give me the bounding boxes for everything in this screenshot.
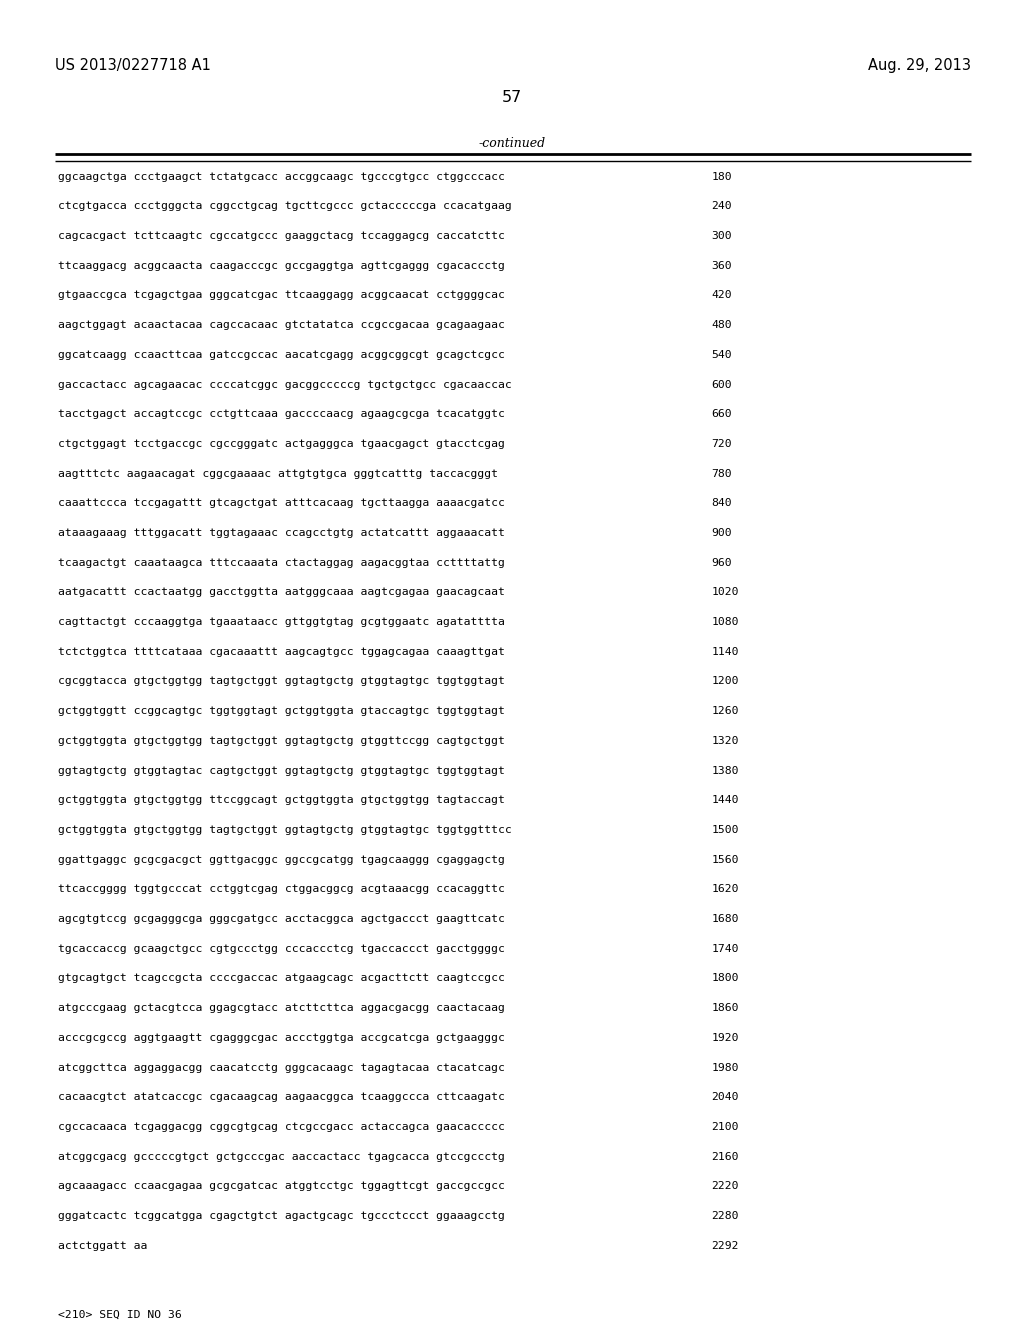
Text: 1920: 1920 bbox=[712, 1032, 739, 1043]
Text: atgcccgaag gctacgtcca ggagcgtacc atcttcttca aggacgacgg caactacaag: atgcccgaag gctacgtcca ggagcgtacc atcttct… bbox=[58, 1003, 505, 1014]
Text: 1320: 1320 bbox=[712, 737, 739, 746]
Text: 1200: 1200 bbox=[712, 676, 739, 686]
Text: cacaacgtct atatcaccgc cgacaagcag aagaacggca tcaaggccca cttcaagatc: cacaacgtct atatcaccgc cgacaagcag aagaacg… bbox=[58, 1093, 505, 1102]
Text: ctcgtgacca ccctgggcta cggcctgcag tgcttcgccc gctacccccga ccacatgaag: ctcgtgacca ccctgggcta cggcctgcag tgcttcg… bbox=[58, 201, 512, 211]
Text: 300: 300 bbox=[712, 231, 732, 242]
Text: 2040: 2040 bbox=[712, 1093, 739, 1102]
Text: ataaagaaag tttggacatt tggtagaaac ccagcctgtg actatcattt aggaaacatt: ataaagaaag tttggacatt tggtagaaac ccagcct… bbox=[58, 528, 505, 539]
Text: 1440: 1440 bbox=[712, 795, 739, 805]
Text: caaattccca tccgagattt gtcagctgat atttcacaag tgcttaagga aaaacgatcc: caaattccca tccgagattt gtcagctgat atttcac… bbox=[58, 498, 505, 508]
Text: 960: 960 bbox=[712, 557, 732, 568]
Text: gctggtggta gtgctggtgg ttccggcagt gctggtggta gtgctggtgg tagtaccagt: gctggtggta gtgctggtgg ttccggcagt gctggtg… bbox=[58, 795, 505, 805]
Text: 420: 420 bbox=[712, 290, 732, 301]
Text: 1260: 1260 bbox=[712, 706, 739, 717]
Text: cagcacgact tcttcaagtc cgccatgccc gaaggctacg tccaggagcg caccatcttc: cagcacgact tcttcaagtc cgccatgccc gaaggct… bbox=[58, 231, 505, 242]
Text: 240: 240 bbox=[712, 201, 732, 211]
Text: ttcaccgggg tggtgcccat cctggtcgag ctggacggcg acgtaaacgg ccacaggttc: ttcaccgggg tggtgcccat cctggtcgag ctggacg… bbox=[58, 884, 505, 895]
Text: gctggtggta gtgctggtgg tagtgctggt ggtagtgctg gtggttccgg cagtgctggt: gctggtggta gtgctggtgg tagtgctggt ggtagtg… bbox=[58, 737, 505, 746]
Text: 1140: 1140 bbox=[712, 647, 739, 657]
Text: aagtttctc aagaacagat cggcgaaaac attgtgtgca gggtcatttg taccacgggt: aagtttctc aagaacagat cggcgaaaac attgtgtg… bbox=[58, 469, 499, 479]
Text: 1680: 1680 bbox=[712, 913, 739, 924]
Text: ggcatcaagg ccaacttcaa gatccgccac aacatcgagg acggcggcgt gcagctcgcc: ggcatcaagg ccaacttcaa gatccgccac aacatcg… bbox=[58, 350, 505, 360]
Text: 1620: 1620 bbox=[712, 884, 739, 895]
Text: 840: 840 bbox=[712, 498, 732, 508]
Text: atcggcttca aggaggacgg caacatcctg gggcacaagc tagagtacaa ctacatcagc: atcggcttca aggaggacgg caacatcctg gggcaca… bbox=[58, 1063, 505, 1073]
Text: atcggcgacg gcccccgtgct gctgcccgac aaccactacc tgagcacca gtccgccctg: atcggcgacg gcccccgtgct gctgcccgac aaccac… bbox=[58, 1151, 505, 1162]
Text: 180: 180 bbox=[712, 172, 732, 182]
Text: actctggatt aa: actctggatt aa bbox=[58, 1241, 147, 1251]
Text: Aug. 29, 2013: Aug. 29, 2013 bbox=[867, 58, 971, 73]
Text: US 2013/0227718 A1: US 2013/0227718 A1 bbox=[55, 58, 211, 73]
Text: 360: 360 bbox=[712, 261, 732, 271]
Text: ttcaaggacg acggcaacta caagacccgc gccgaggtga agttcgaggg cgacaccctg: ttcaaggacg acggcaacta caagacccgc gccgagg… bbox=[58, 261, 505, 271]
Text: 900: 900 bbox=[712, 528, 732, 539]
Text: 1080: 1080 bbox=[712, 618, 739, 627]
Text: tacctgagct accagtccgc cctgttcaaa gaccccaacg agaagcgcga tcacatggtc: tacctgagct accagtccgc cctgttcaaa gacccca… bbox=[58, 409, 505, 420]
Text: ggattgaggc gcgcgacgct ggttgacggc ggccgcatgg tgagcaaggg cgaggagctg: ggattgaggc gcgcgacgct ggttgacggc ggccgca… bbox=[58, 855, 505, 865]
Text: ggtagtgctg gtggtagtac cagtgctggt ggtagtgctg gtggtagtgc tggtggtagt: ggtagtgctg gtggtagtac cagtgctggt ggtagtg… bbox=[58, 766, 505, 776]
Text: 1800: 1800 bbox=[712, 973, 739, 983]
Text: gtgcagtgct tcagccgcta ccccgaccac atgaagcagc acgacttctt caagtccgcc: gtgcagtgct tcagccgcta ccccgaccac atgaagc… bbox=[58, 973, 505, 983]
Text: 540: 540 bbox=[712, 350, 732, 360]
Text: agcgtgtccg gcgagggcga gggcgatgcc acctacggca agctgaccct gaagttcatc: agcgtgtccg gcgagggcga gggcgatgcc acctacg… bbox=[58, 913, 505, 924]
Text: gggatcactc tcggcatgga cgagctgtct agactgcagc tgccctccct ggaaagcctg: gggatcactc tcggcatgga cgagctgtct agactgc… bbox=[58, 1212, 505, 1221]
Text: 2292: 2292 bbox=[712, 1241, 739, 1251]
Text: gctggtggta gtgctggtgg tagtgctggt ggtagtgctg gtggtagtgc tggtggtttcc: gctggtggta gtgctggtgg tagtgctggt ggtagtg… bbox=[58, 825, 512, 836]
Text: tctctggtca ttttcataaa cgacaaattt aagcagtgcc tggagcagaa caaagttgat: tctctggtca ttttcataaa cgacaaattt aagcagt… bbox=[58, 647, 505, 657]
Text: cgccacaaca tcgaggacgg cggcgtgcag ctcgccgacc actaccagca gaacaccccc: cgccacaaca tcgaggacgg cggcgtgcag ctcgccg… bbox=[58, 1122, 505, 1133]
Text: 1500: 1500 bbox=[712, 825, 739, 836]
Text: 1740: 1740 bbox=[712, 944, 739, 954]
Text: aatgacattt ccactaatgg gacctggtta aatgggcaaa aagtcgagaa gaacagcaat: aatgacattt ccactaatgg gacctggtta aatgggc… bbox=[58, 587, 505, 598]
Text: gaccactacc agcagaacac ccccatcggc gacggcccccg tgctgctgcc cgacaaccac: gaccactacc agcagaacac ccccatcggc gacggcc… bbox=[58, 380, 512, 389]
Text: 1020: 1020 bbox=[712, 587, 739, 598]
Text: 480: 480 bbox=[712, 319, 732, 330]
Text: 720: 720 bbox=[712, 438, 732, 449]
Text: cagttactgt cccaaggtga tgaaataacc gttggtgtag gcgtggaatc agatatttta: cagttactgt cccaaggtga tgaaataacc gttggtg… bbox=[58, 618, 505, 627]
Text: tcaagactgt caaataagca tttccaaata ctactaggag aagacggtaa ccttttattg: tcaagactgt caaataagca tttccaaata ctactag… bbox=[58, 557, 505, 568]
Text: cgcggtacca gtgctggtgg tagtgctggt ggtagtgctg gtggtagtgc tggtggtagt: cgcggtacca gtgctggtgg tagtgctggt ggtagtg… bbox=[58, 676, 505, 686]
Text: -continued: -continued bbox=[478, 137, 546, 150]
Text: ggcaagctga ccctgaagct tctatgcacc accggcaagc tgcccgtgcc ctggcccacc: ggcaagctga ccctgaagct tctatgcacc accggca… bbox=[58, 172, 505, 182]
Text: ctgctggagt tcctgaccgc cgccgggatc actgagggca tgaacgagct gtacctcgag: ctgctggagt tcctgaccgc cgccgggatc actgagg… bbox=[58, 438, 505, 449]
Text: 600: 600 bbox=[712, 380, 732, 389]
Text: 660: 660 bbox=[712, 409, 732, 420]
Text: 1980: 1980 bbox=[712, 1063, 739, 1073]
Text: 2160: 2160 bbox=[712, 1151, 739, 1162]
Text: 2280: 2280 bbox=[712, 1212, 739, 1221]
Text: 1860: 1860 bbox=[712, 1003, 739, 1014]
Text: acccgcgccg aggtgaagtt cgagggcgac accctggtga accgcatcga gctgaagggc: acccgcgccg aggtgaagtt cgagggcgac accctgg… bbox=[58, 1032, 505, 1043]
Text: 780: 780 bbox=[712, 469, 732, 479]
Text: 1380: 1380 bbox=[712, 766, 739, 776]
Text: 2220: 2220 bbox=[712, 1181, 739, 1192]
Text: aagctggagt acaactacaa cagccacaac gtctatatca ccgccgacaa gcagaagaac: aagctggagt acaactacaa cagccacaac gtctata… bbox=[58, 319, 505, 330]
Text: <210> SEQ ID NO 36: <210> SEQ ID NO 36 bbox=[58, 1309, 182, 1320]
Text: gctggtggtt ccggcagtgc tggtggtagt gctggtggta gtaccagtgc tggtggtagt: gctggtggtt ccggcagtgc tggtggtagt gctggtg… bbox=[58, 706, 505, 717]
Text: 2100: 2100 bbox=[712, 1122, 739, 1133]
Text: tgcaccaccg gcaagctgcc cgtgccctgg cccaccctcg tgaccaccct gacctggggc: tgcaccaccg gcaagctgcc cgtgccctgg cccaccc… bbox=[58, 944, 505, 954]
Text: gtgaaccgca tcgagctgaa gggcatcgac ttcaaggagg acggcaacat cctggggcac: gtgaaccgca tcgagctgaa gggcatcgac ttcaagg… bbox=[58, 290, 505, 301]
Text: 1560: 1560 bbox=[712, 855, 739, 865]
Text: 57: 57 bbox=[502, 90, 522, 104]
Text: agcaaagacc ccaacgagaa gcgcgatcac atggtcctgc tggagttcgt gaccgccgcc: agcaaagacc ccaacgagaa gcgcgatcac atggtcc… bbox=[58, 1181, 505, 1192]
